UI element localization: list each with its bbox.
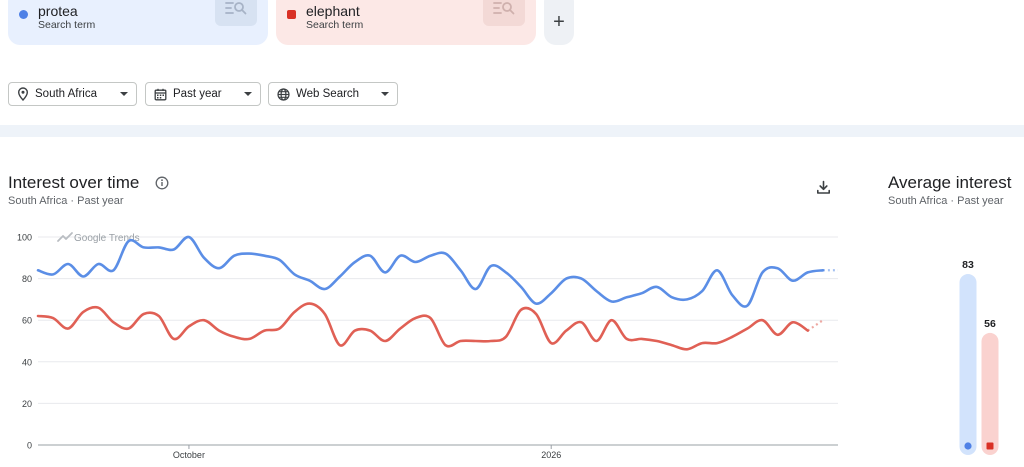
- average-value-label: 56: [984, 318, 996, 330]
- explore-search-icon[interactable]: [483, 0, 525, 26]
- geo-filter-label: South Africa: [35, 88, 98, 100]
- google-trends-watermark: Google Trends: [57, 232, 140, 244]
- y-tick-label: 0: [27, 441, 32, 451]
- section-divider: [0, 125, 1024, 137]
- search-term-card-elephant[interactable]: elephant Search term: [276, 0, 536, 45]
- chevron-down-icon: [381, 92, 389, 96]
- chevron-down-icon: [244, 92, 252, 96]
- watermark-text: Google Trends: [74, 233, 140, 244]
- average-bar-protea: [959, 274, 977, 455]
- globe-icon: [277, 87, 290, 101]
- interest-over-time-title: Interest over time: [8, 173, 140, 192]
- chevron-down-icon: [120, 92, 128, 96]
- y-tick-label: 40: [22, 357, 32, 367]
- y-tick-label: 20: [22, 399, 32, 409]
- average-interest-subtitle: South Africa · Past year: [888, 195, 1004, 207]
- elephant-series-square-icon: [287, 10, 296, 19]
- info-icon[interactable]: [155, 176, 169, 195]
- interest-over-time-subtitle: South Africa · Past year: [8, 195, 124, 207]
- y-tick-label: 80: [22, 274, 32, 284]
- x-tick-label: 2026: [541, 450, 561, 460]
- average-value-label: 83: [962, 259, 974, 271]
- add-search-term-button[interactable]: +: [544, 0, 574, 45]
- time-filter-label: Past year: [173, 88, 222, 100]
- search-term-card-protea[interactable]: protea Search term: [8, 0, 268, 45]
- location-pin-icon: [17, 87, 29, 101]
- search-term-subtitle: Search term: [38, 19, 96, 31]
- elephant-marker-square-icon: [986, 442, 994, 450]
- average-interest-title: Average interest: [888, 173, 1012, 192]
- protea-series-dot-icon: [19, 10, 28, 19]
- y-tick-label: 100: [17, 233, 32, 243]
- calendar-icon: [154, 88, 167, 100]
- average-bar-elephant: [981, 332, 999, 455]
- download-icon[interactable]: [816, 180, 831, 200]
- y-tick-label: 60: [22, 316, 32, 326]
- plus-icon: +: [553, 11, 565, 33]
- property-filter-dropdown[interactable]: Web Search: [268, 82, 398, 106]
- series-line-elephant: [36, 302, 810, 351]
- x-tick-label: October: [173, 450, 205, 460]
- search-term-name[interactable]: protea: [38, 3, 78, 19]
- series-partial-segment-elephant: [807, 319, 824, 332]
- explore-search-icon[interactable]: [215, 0, 257, 26]
- property-filter-label: Web Search: [296, 88, 360, 100]
- average-interest-chart: 83 56: [959, 259, 999, 455]
- geo-filter-dropdown[interactable]: South Africa: [8, 82, 137, 106]
- search-term-name[interactable]: elephant: [306, 3, 360, 19]
- search-term-subtitle: Search term: [306, 19, 364, 31]
- protea-marker-dot-icon: [964, 442, 972, 450]
- series-line-protea: [36, 235, 825, 308]
- time-filter-dropdown[interactable]: Past year: [145, 82, 261, 106]
